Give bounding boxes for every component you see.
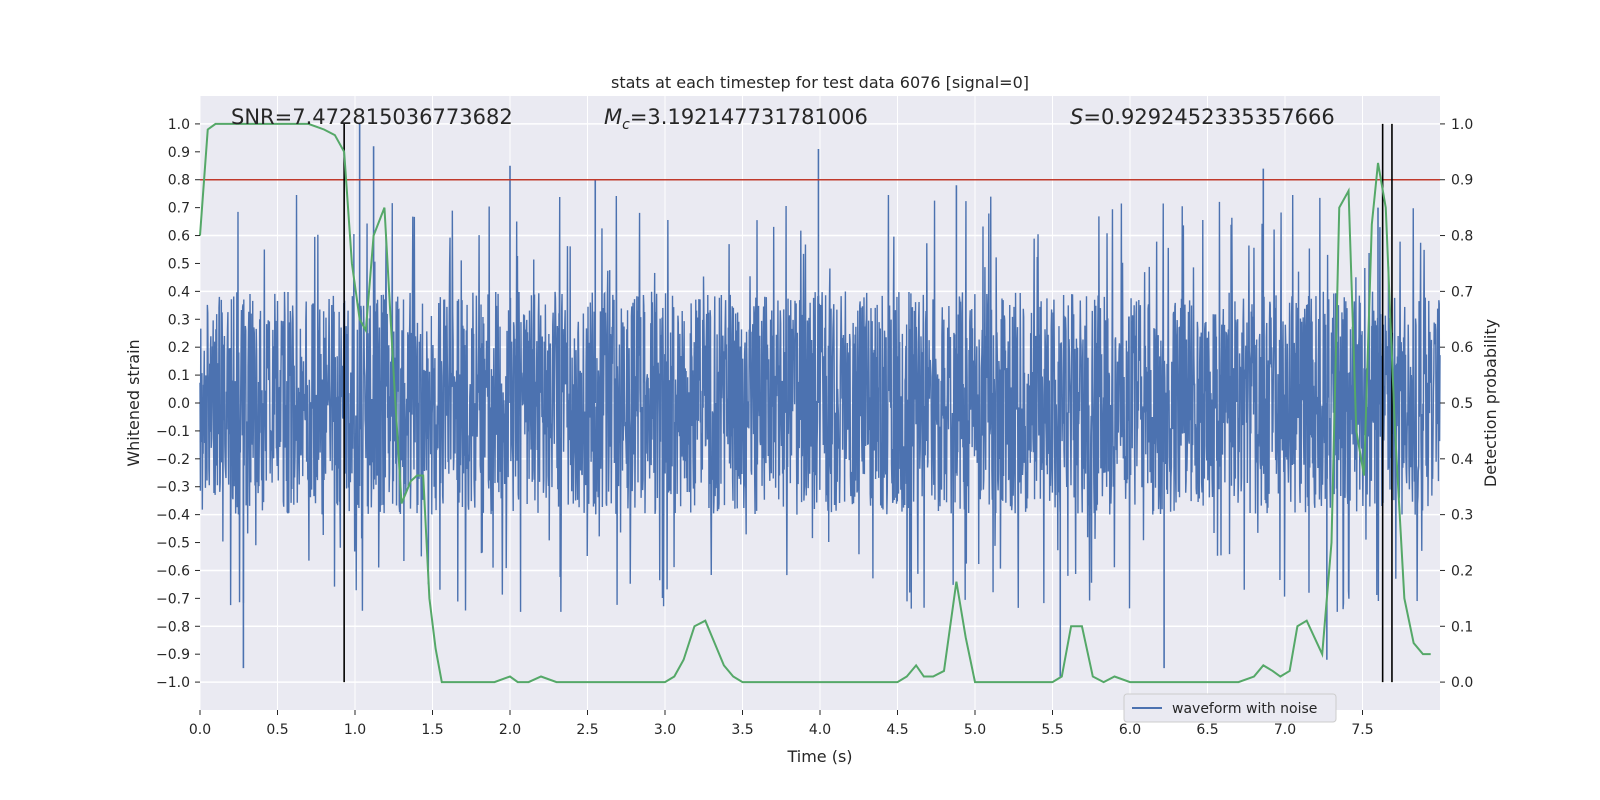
y2-tick-label: 0.7 [1451,284,1473,300]
x-tick-label: 7.5 [1351,722,1373,738]
y-tick-label: −0.1 [156,424,190,440]
y-tick-label: 1.0 [168,117,190,133]
x-tick-label: 3.0 [654,722,676,738]
y-tick-label: 0.7 [168,201,190,217]
x-tick-label: 6.0 [1119,722,1141,738]
y-tick-label: −0.6 [156,563,190,579]
x-axis-ticks: 0.0 0.5 1.0 1.5 2.0 2.5 3.0 3.5 4.0 4.5 5.0 5.5 6.0 6… [189,710,1374,738]
y2-tick-label: 0.0 [1451,675,1473,691]
y-tick-label: −1.0 [156,675,190,691]
x-tick-label: 6.5 [1196,722,1218,738]
x-tick-label: 2.5 [576,722,598,738]
x-axis-title: Time (s) [786,747,852,766]
y-tick-label: 0.9 [168,145,190,161]
y-tick-label: 0.6 [168,229,190,245]
s-symbol: S [1070,105,1083,129]
y-tick-label: 0.5 [168,256,190,272]
y-tick-label: −0.9 [156,647,190,663]
x-tick-label: 4.5 [886,722,908,738]
x-tick-label: 5.0 [964,722,986,738]
vertical-markers [343,123,1393,683]
y-tick-label: 0.4 [168,284,190,300]
y-axis-ticks: 1.0 0.9 0.8 0.7 0.6 0.5 0.4 0.3 0.2 0.1 0.0 −0.1 −0.… [156,117,200,691]
y2-tick-label: 0.9 [1451,173,1473,189]
s-value: =0.9292452335357666 [1083,105,1334,129]
chirp-mass-annotation: Mc=3.192147731781006 [604,105,868,133]
legend-box [1123,693,1337,723]
chirp-mass-value: =3.192147731781006 [630,105,868,129]
chirp-mass-symbol: M [604,105,622,129]
y2-tick-label: 0.3 [1451,508,1473,524]
x-tick-label: 1.5 [421,722,443,738]
y-tick-label: 0.2 [168,340,190,356]
y-tick-label: 0.3 [168,312,190,328]
y2-tick-label: 1.0 [1451,117,1473,133]
x-tick-label: 2.0 [499,722,521,738]
y-tick-label: 0.0 [168,396,190,412]
y2-tick-label: 0.2 [1451,563,1473,579]
waveform-series [199,123,1441,677]
y-tick-label: 0.8 [168,173,190,189]
x-tick-label: 5.5 [1041,722,1063,738]
y-tick-label: 0.1 [168,368,190,384]
y-tick-label: −0.2 [156,452,190,468]
y2-tick-label: 0.4 [1451,452,1473,468]
chart-title: stats at each timestep for test data 607… [611,73,1029,92]
y2-tick-label: 0.5 [1451,396,1473,412]
probability-line [199,122,1431,684]
snr-annotation: SNR=7.472815036773682 [231,105,513,129]
y-tick-label: −0.5 [156,536,190,552]
x-tick-label: 0.5 [266,722,288,738]
y2-axis-title: Detection probability [1481,319,1500,487]
y-tick-label: −0.4 [156,508,190,524]
legend: waveform with noise [1123,693,1337,723]
y2-tick-label: 0.1 [1451,619,1473,635]
x-tick-label: 7.0 [1274,722,1296,738]
x-tick-label: 1.0 [344,722,366,738]
y-tick-label: −0.3 [156,480,190,496]
s-annotation: S=0.9292452335357666 [1070,105,1335,129]
x-tick-label: 4.0 [809,722,831,738]
y-axis-title: Whitened strain [124,339,143,466]
y2-tick-label: 0.8 [1451,229,1473,245]
chirp-mass-subscript: c [622,117,630,133]
y-tick-label: −0.8 [156,619,190,635]
waveform-line [199,194,1441,612]
y2-tick-label: 0.6 [1451,340,1473,356]
probability-series [199,122,1431,684]
x-tick-label: 3.5 [731,722,753,738]
y-tick-label: −0.7 [156,591,190,607]
x-tick-label: 0.0 [189,722,211,738]
legend-label: waveform with noise [1172,701,1317,717]
y2-axis-ticks: 1.0 0.9 0.8 0.7 0.6 0.5 0.4 0.3 0.2 0.1 0.0 [1440,117,1473,691]
